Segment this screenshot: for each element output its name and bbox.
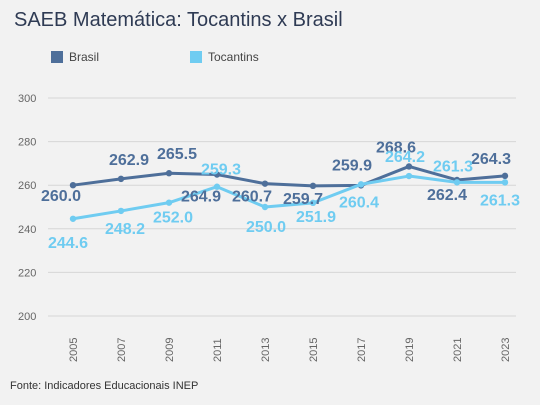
point-tocantins bbox=[165, 199, 173, 206]
y-tick-label: 200 bbox=[18, 311, 36, 323]
data-label-tocantins: 250.0 bbox=[246, 219, 286, 236]
y-tick-label: 300 bbox=[18, 93, 36, 105]
legend-swatch-brasil bbox=[51, 51, 63, 63]
data-label-tocantins: 248.2 bbox=[105, 221, 145, 238]
x-tick-label: 2017 bbox=[356, 338, 368, 362]
data-label-tocantins: 259.3 bbox=[201, 162, 241, 179]
y-tick-label: 240 bbox=[18, 224, 36, 236]
data-label-tocantins: 244.6 bbox=[48, 235, 88, 252]
point-tocantins bbox=[213, 183, 221, 190]
point-brasil bbox=[501, 172, 509, 180]
x-tick-label: 2007 bbox=[116, 338, 128, 362]
data-label-tocantins: 261.3 bbox=[480, 192, 520, 209]
x-tick-label: 2023 bbox=[500, 338, 512, 362]
series-line-brasil bbox=[72, 164, 506, 188]
point-brasil bbox=[117, 175, 125, 183]
y-tick-label: 260 bbox=[18, 180, 36, 192]
point-tocantins bbox=[501, 179, 509, 186]
data-label-brasil: 260.0 bbox=[41, 188, 81, 205]
x-tick-label: 2013 bbox=[260, 338, 272, 362]
point-brasil bbox=[405, 163, 413, 170]
point-tocantins bbox=[69, 215, 77, 222]
y-tick-label: 280 bbox=[18, 137, 36, 149]
point-tocantins bbox=[453, 179, 461, 186]
point-tocantins bbox=[261, 203, 269, 211]
line-chart: 200 220 240 260 280 300 2005 2007 2009 2011 2013 2… bbox=[18, 93, 520, 362]
point-brasil bbox=[213, 171, 221, 178]
point-tocantins bbox=[309, 199, 317, 207]
point-brasil bbox=[69, 182, 77, 189]
x-tick-label: 2009 bbox=[164, 338, 176, 362]
point-tocantins bbox=[117, 207, 125, 215]
data-label-brasil: 265.5 bbox=[157, 146, 197, 163]
data-label-tocantins: 252.0 bbox=[153, 210, 193, 227]
data-label-tocantins: 261.3 bbox=[433, 158, 473, 175]
legend-label-tocantins: Tocantins bbox=[208, 50, 259, 64]
point-tocantins bbox=[405, 172, 413, 180]
point-brasil bbox=[309, 182, 317, 190]
data-label-brasil: 260.7 bbox=[232, 189, 272, 206]
data-label-brasil: 268.6 bbox=[376, 139, 416, 156]
data-label-brasil: 259.9 bbox=[332, 157, 372, 174]
legend-label-brasil: Brasil bbox=[69, 50, 100, 64]
series-line-tocantins bbox=[72, 174, 505, 221]
data-label-brasil: 264.9 bbox=[181, 189, 221, 206]
x-tick-label: 2015 bbox=[308, 338, 320, 362]
x-tick-label: 2019 bbox=[404, 338, 416, 362]
data-label-brasil: 262.4 bbox=[427, 187, 467, 204]
legend-swatch-tocantins bbox=[190, 51, 202, 63]
x-tick-label: 2011 bbox=[212, 338, 224, 362]
y-tick-label: 220 bbox=[18, 267, 36, 279]
point-tocantins bbox=[357, 181, 365, 188]
data-label-brasil: 259.7 bbox=[283, 191, 323, 208]
source-footnote: Fonte: Indicadores Educacionais INEP bbox=[10, 380, 199, 392]
data-label-brasil: 262.9 bbox=[109, 152, 149, 169]
x-tick-label: 2005 bbox=[68, 338, 80, 362]
point-brasil bbox=[261, 180, 269, 187]
data-label-tocantins: 264.2 bbox=[385, 149, 425, 166]
x-tick-label: 2021 bbox=[452, 338, 464, 362]
data-label-tocantins: 260.4 bbox=[339, 194, 379, 211]
data-label-brasil: 264.3 bbox=[471, 151, 511, 168]
point-brasil bbox=[165, 170, 173, 177]
chart-title: SAEB Matemática: Tocantins x Brasil bbox=[14, 9, 343, 31]
data-label-tocantins: 251.9 bbox=[296, 209, 336, 226]
